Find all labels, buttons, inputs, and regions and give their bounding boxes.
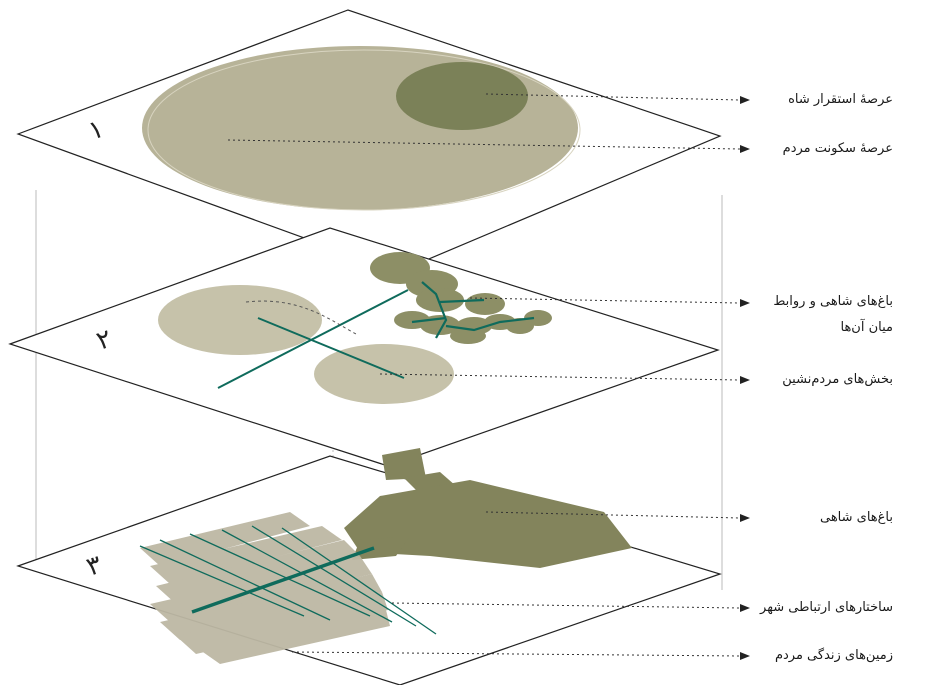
label-people-land: زمین‌های زندگی مردم (775, 646, 893, 666)
layer-1: ۱ (18, 10, 720, 272)
label-royal-gardens: باغ‌های شاهی (820, 508, 893, 528)
residential-ellipse-2 (314, 344, 454, 404)
label-royal-gardens-links-line2: میان آن‌ها (840, 318, 893, 338)
layer-2: ۲ (10, 228, 718, 466)
royal-gardens-blocks (344, 448, 632, 568)
layer-3: ۳ (18, 448, 720, 685)
king-zone-ellipse (396, 62, 528, 130)
label-residential-parts: بخش‌های مردم‌نشین (782, 370, 893, 390)
residential-ellipse-1 (158, 285, 322, 355)
label-king-zone: عرصهٔ استقرار شاه (788, 90, 893, 110)
label-city-connections: ساختارهای ارتباطی شهر (760, 598, 893, 618)
arrow-heads (740, 96, 750, 660)
label-royal-gardens-links-line1: باغ‌های شاهی و روابط (773, 292, 893, 312)
label-people-zone: عرصهٔ سکونت مردم (783, 139, 893, 159)
